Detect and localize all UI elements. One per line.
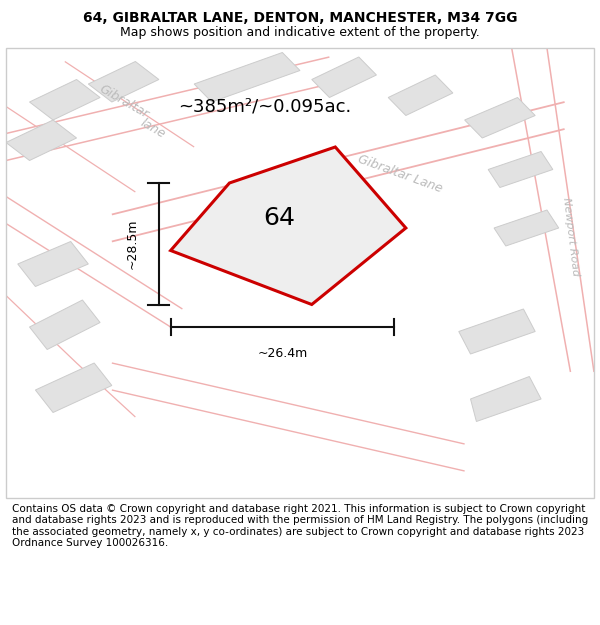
- Polygon shape: [464, 98, 535, 138]
- Text: 64, GIBRALTAR LANE, DENTON, MANCHESTER, M34 7GG: 64, GIBRALTAR LANE, DENTON, MANCHESTER, …: [83, 11, 517, 24]
- Polygon shape: [224, 206, 365, 286]
- Text: ~385m²/~0.095ac.: ~385m²/~0.095ac.: [178, 98, 352, 116]
- Polygon shape: [35, 363, 112, 413]
- Polygon shape: [29, 300, 100, 349]
- Polygon shape: [494, 210, 559, 246]
- Polygon shape: [18, 241, 88, 286]
- Polygon shape: [312, 57, 376, 98]
- Polygon shape: [29, 79, 100, 120]
- Text: Gibraltar: Gibraltar: [97, 82, 151, 121]
- Text: ~28.5m: ~28.5m: [125, 219, 139, 269]
- Text: lane: lane: [138, 117, 168, 141]
- Polygon shape: [459, 309, 535, 354]
- Text: 64: 64: [263, 206, 295, 230]
- Text: Map shows position and indicative extent of the property.: Map shows position and indicative extent…: [120, 26, 480, 39]
- Polygon shape: [170, 147, 406, 304]
- Text: Contains OS data © Crown copyright and database right 2021. This information is : Contains OS data © Crown copyright and d…: [12, 504, 588, 548]
- Polygon shape: [194, 52, 300, 102]
- Text: Gibraltar Lane: Gibraltar Lane: [356, 152, 444, 196]
- Polygon shape: [6, 120, 77, 161]
- Polygon shape: [88, 61, 159, 102]
- Text: Newport Road: Newport Road: [560, 197, 580, 277]
- Polygon shape: [470, 376, 541, 421]
- Polygon shape: [388, 75, 453, 116]
- Polygon shape: [488, 151, 553, 188]
- Text: ~26.4m: ~26.4m: [257, 348, 307, 360]
